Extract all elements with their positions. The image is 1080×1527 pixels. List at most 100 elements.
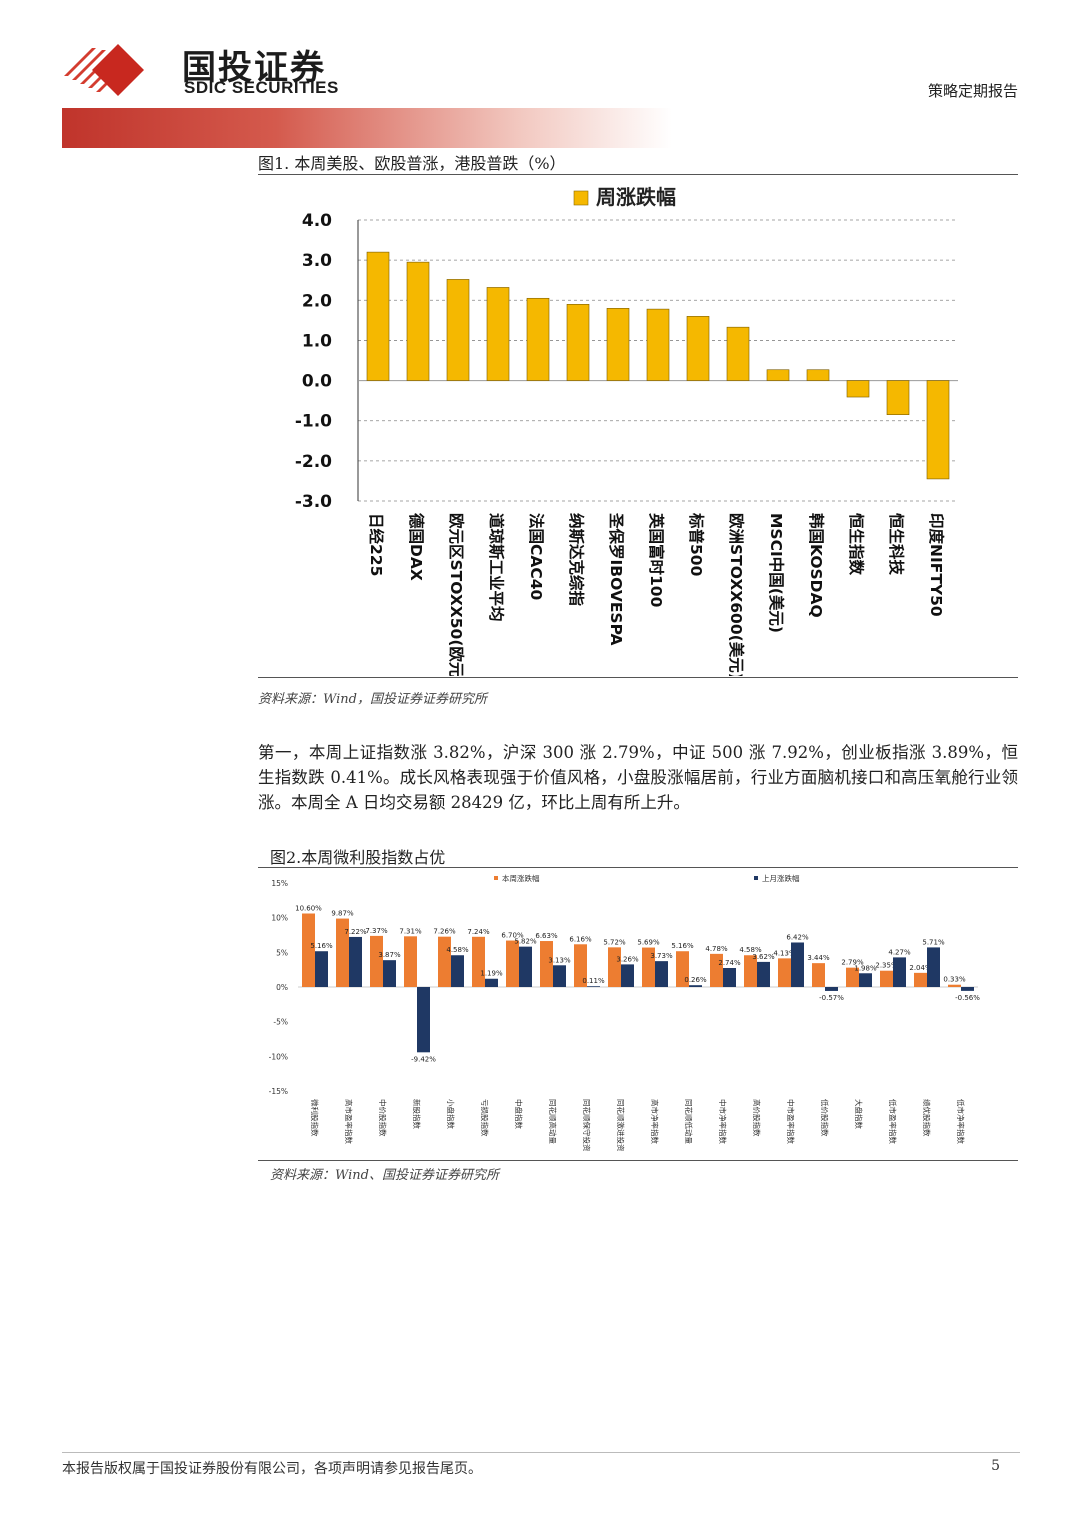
bar: [880, 970, 893, 987]
data-label: 10.60%: [295, 905, 322, 913]
x-tick-label: 中市盈率指数: [786, 1099, 796, 1144]
data-label: 7.24%: [467, 928, 490, 936]
bar: [926, 380, 950, 480]
bar: [383, 960, 396, 987]
x-tick-label: 德国DAX: [407, 513, 426, 581]
bar: [766, 369, 790, 381]
figure2-source: 资料来源：Wind、国投证券证券研究所: [270, 1168, 499, 1183]
figure1-bottom-rule: [258, 677, 1018, 678]
y-tick-label: -3.0: [295, 492, 332, 512]
x-tick-label: 小盘指数: [446, 1099, 456, 1129]
x-tick-label: 同花顺保守投资: [582, 1099, 592, 1152]
data-label: 1.98%: [854, 964, 877, 972]
bar: [927, 947, 940, 987]
x-tick-label: 中价股指数: [378, 1099, 388, 1137]
data-label: 4.58%: [446, 946, 469, 954]
bar: [886, 380, 910, 415]
data-label: 3.62%: [752, 953, 775, 961]
y-tick-label: 1.0: [302, 331, 332, 351]
bar: [606, 308, 630, 381]
x-tick-label: 高价股指数: [752, 1099, 762, 1137]
y-tick-label: 0.0: [302, 372, 332, 392]
bar: [846, 967, 859, 987]
y-tick-label: 5%: [276, 948, 288, 957]
bar: [744, 955, 757, 987]
data-label: 5.72%: [603, 938, 626, 946]
bar: [642, 947, 655, 987]
x-tick-label: 新股指数: [412, 1099, 422, 1129]
bar: [646, 308, 670, 381]
sdic-logo-icon: [64, 44, 144, 96]
bar: [686, 316, 710, 381]
x-tick-label: 低市盈率指数: [888, 1099, 898, 1144]
bar: [806, 369, 830, 381]
bar: [723, 968, 736, 987]
bar: [655, 961, 668, 987]
x-tick-label: 恒生科技: [887, 513, 906, 576]
bar: [486, 287, 510, 381]
bar: [587, 986, 600, 987]
bar: [621, 964, 634, 987]
data-label: 7.26%: [433, 928, 456, 936]
bar: [349, 936, 362, 987]
y-tick-label: -2.0: [295, 452, 332, 472]
bar: [485, 978, 498, 987]
figure1-title: 图1. 本周美股、欧股普涨，港股普跌（%）: [258, 154, 566, 173]
y-tick-label: 3.0: [302, 251, 332, 271]
footer-rule: [62, 1452, 1020, 1453]
body-paragraph: 第一，本周上证指数涨 3.82%，沪深 300 涨 2.79%，中证 500 涨…: [258, 743, 1018, 812]
data-label: 0.11%: [582, 977, 605, 985]
data-label: 4.78%: [705, 945, 728, 953]
data-label: 4.27%: [888, 948, 911, 956]
data-label: 3.26%: [616, 955, 639, 963]
legend-label-current-week: 本周涨跌幅: [502, 873, 540, 883]
data-label: 3.73%: [650, 952, 673, 960]
y-tick-label: 10%: [271, 914, 288, 923]
data-label: 3.13%: [548, 956, 571, 964]
x-tick-label: 高市盈率指数: [344, 1099, 354, 1144]
x-tick-label: 欧洲STOXX600(美元): [727, 513, 746, 676]
bar: [825, 987, 838, 991]
data-label: 5.69%: [637, 939, 660, 947]
bar: [948, 984, 961, 987]
x-tick-label: MSCI中国(美元): [767, 513, 786, 633]
page-number: 5: [991, 1458, 1000, 1474]
brand-name-cn: 国投证券: [182, 48, 326, 88]
data-label: 6.16%: [569, 935, 592, 943]
bar: [519, 946, 532, 987]
data-label: 6.42%: [786, 933, 809, 941]
bar: [812, 963, 825, 987]
data-label: 9.87%: [331, 910, 354, 918]
bar: [676, 951, 689, 987]
figure1-top-rule: [258, 174, 1018, 175]
x-tick-label: 道琼斯工业平均: [487, 513, 506, 622]
x-tick-label: 欧元区STOXX50(欧元): [447, 513, 466, 676]
x-tick-label: 圣保罗IBOVESPA: [607, 513, 626, 646]
report-type: 策略定期报告: [927, 82, 1018, 100]
data-label: 0.33%: [943, 976, 966, 984]
x-tick-label: 法国CAC40: [527, 513, 546, 601]
data-label: 4.58%: [739, 946, 762, 954]
x-tick-label: 印度NIFTY50: [927, 513, 946, 617]
x-tick-label: 低价股指数: [820, 1099, 830, 1137]
x-tick-label: 绩优股指数: [922, 1099, 932, 1137]
figure1-chart: 周涨跌幅 4.0 3.0 2.0 1.0 0.0 -1.0 -2.0 -3.0 日经225 德国DA…: [295, 185, 958, 676]
data-label: -0.56%: [955, 994, 980, 1002]
data-label: -9.42%: [411, 1055, 436, 1063]
data-label: 7.37%: [365, 927, 388, 935]
figure2-title: 图2.本周微利股指数占优: [270, 848, 446, 867]
data-label: 2.79%: [841, 959, 864, 967]
figure1-source: 资料来源：Wind，国投证券证券研究所: [258, 692, 487, 707]
bar: [417, 987, 430, 1053]
data-label: 7.31%: [399, 927, 422, 935]
data-label: 5.71%: [922, 938, 945, 946]
data-label: 5.82%: [514, 938, 537, 946]
bar: [710, 953, 723, 987]
legend-swatch: [573, 190, 589, 206]
bar: [370, 935, 383, 987]
bar: [859, 973, 872, 987]
y-tick-label: 4.0: [302, 211, 332, 231]
bar: [914, 972, 927, 987]
bar: [757, 961, 770, 987]
figure2-chart: 本周涨跌幅 上月涨跌幅 15% 10% 5% 0% -5% -10% -15% 10.60% 5.1…: [269, 873, 981, 1152]
